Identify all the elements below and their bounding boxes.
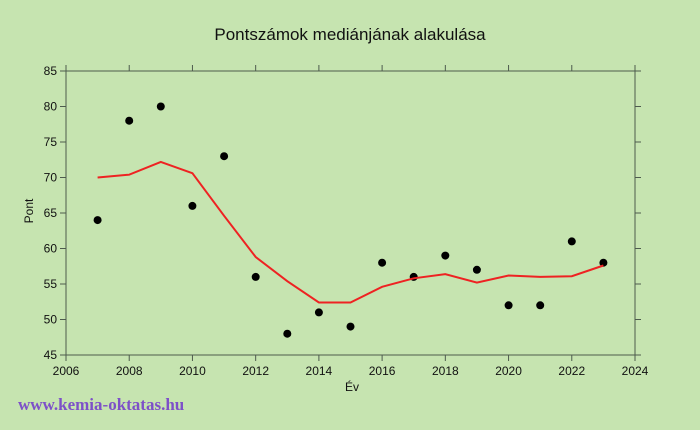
y-tick-label: 65 — [44, 206, 58, 220]
trend-line — [97, 160, 604, 304]
y-tick-label: 60 — [44, 242, 58, 256]
x-tick-label: 2020 — [495, 364, 522, 378]
data-point — [125, 116, 134, 125]
data-point — [378, 258, 387, 267]
data-point — [346, 322, 355, 331]
y-tick-label: 70 — [44, 171, 58, 185]
data-point — [472, 265, 481, 274]
data-point — [220, 152, 229, 161]
watermark-url-text: www.kemia-oktatas.hu — [18, 395, 185, 414]
data-point — [93, 216, 102, 225]
data-point — [188, 201, 197, 210]
y-tick-label: 85 — [44, 64, 58, 78]
data-point — [536, 301, 545, 310]
y-tick-label: 55 — [44, 277, 58, 291]
x-tick-label: 2012 — [242, 364, 269, 378]
data-point — [441, 251, 450, 260]
y-tick-label: 80 — [44, 100, 58, 114]
x-tick-label: 2018 — [432, 364, 459, 378]
x-tick-label: 2008 — [116, 364, 143, 378]
x-tick-label: 2006 — [53, 364, 80, 378]
data-point — [314, 308, 323, 317]
data-point — [504, 301, 513, 310]
y-tick-label: 50 — [44, 313, 58, 327]
data-point — [283, 329, 292, 338]
x-tick-label: 2016 — [369, 364, 396, 378]
x-tick-label: 2014 — [306, 364, 333, 378]
x-tick-label: 2024 — [622, 364, 649, 378]
y-tick-label: 75 — [44, 135, 58, 149]
x-axis-title: Év — [344, 380, 360, 394]
y-axis-title: Pont — [22, 198, 36, 224]
y-tick-label: 45 — [44, 348, 58, 362]
data-point — [567, 237, 576, 246]
data-point — [251, 272, 260, 281]
x-tick-label: 2022 — [558, 364, 585, 378]
plot-border — [65, 70, 636, 356]
data-point — [156, 102, 165, 111]
chart-title: Pontszámok mediánjának alakulása — [214, 25, 486, 44]
x-tick-label: 2010 — [179, 364, 206, 378]
data-point — [599, 258, 608, 267]
